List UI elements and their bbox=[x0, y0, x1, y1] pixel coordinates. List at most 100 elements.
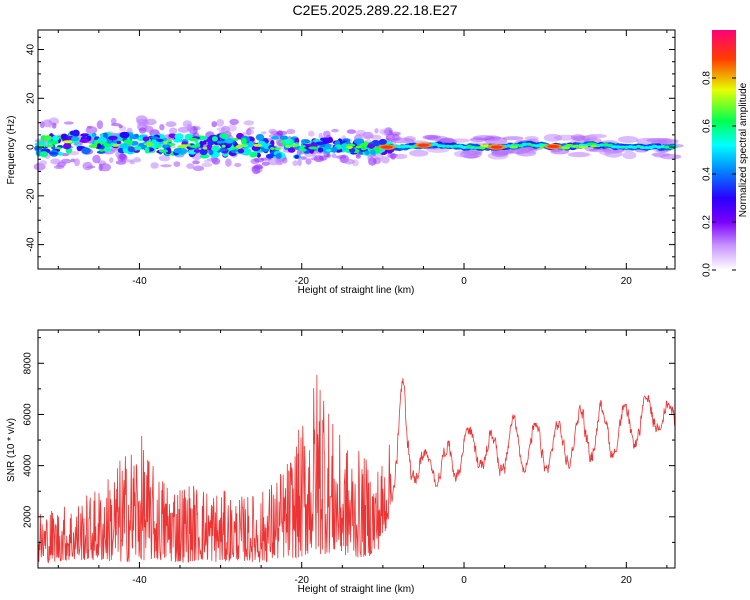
heatmap-band-blob bbox=[216, 140, 226, 144]
heatmap-band-blob bbox=[162, 144, 169, 149]
heatmap-halo-blob bbox=[160, 164, 172, 168]
spectrogram-x-tick-label: -20 bbox=[294, 276, 309, 287]
spectrogram-x-tick-label: 20 bbox=[621, 276, 633, 287]
heatmap-halo-blob bbox=[227, 124, 237, 132]
heatmap-band-blob bbox=[52, 135, 60, 141]
heatmap-hot-spot bbox=[202, 146, 208, 150]
heatmap-band-blob bbox=[206, 144, 213, 151]
spectrogram-x-tick-label: 0 bbox=[461, 276, 467, 287]
heatmap-band-blob bbox=[200, 154, 210, 159]
heatmap-band-blob bbox=[63, 142, 72, 150]
snr-frame bbox=[37, 329, 676, 569]
heatmap-halo-blob bbox=[355, 154, 361, 159]
heatmap-band-blob bbox=[155, 143, 162, 149]
heatmap-band-blob bbox=[108, 135, 118, 141]
spectrogram-y-axis-label: Frequency (Hz) bbox=[6, 116, 17, 185]
heatmap-halo-blob bbox=[297, 158, 302, 167]
heatmap-halo-blob bbox=[48, 123, 53, 128]
heatmap-halo-blob bbox=[234, 162, 242, 168]
colorbar: 0.0 0.2 0.4 0.6 0.8 Normalized spectral ampl… bbox=[702, 30, 749, 277]
heatmap-hot-spot bbox=[274, 147, 281, 151]
heatmap-halo-blob bbox=[543, 133, 562, 142]
heatmap-halo-blob bbox=[393, 153, 408, 159]
heatmap-band-blob bbox=[144, 146, 150, 154]
heatmap-hot-spot bbox=[163, 141, 168, 145]
colorbar-tick-label: 0.4 bbox=[702, 167, 713, 181]
heatmap-hot-spot bbox=[380, 145, 393, 149]
heatmap-halo-blob bbox=[310, 157, 320, 161]
heatmap-band-blob bbox=[188, 138, 199, 142]
heatmap-band-blob bbox=[363, 141, 369, 146]
heatmap-halo-blob bbox=[453, 150, 476, 158]
heatmap-halo-blob bbox=[367, 155, 374, 161]
heatmap-band-blob bbox=[96, 143, 102, 149]
heatmap-halo-blob bbox=[74, 158, 80, 167]
heatmap-hot-spot bbox=[417, 143, 430, 147]
heatmap-halo-blob bbox=[331, 128, 339, 133]
heatmap-halo-blob bbox=[622, 151, 637, 160]
heatmap-band-blob bbox=[91, 132, 97, 137]
heatmap-hot-spot bbox=[284, 144, 291, 148]
heatmap-halo-blob bbox=[305, 158, 312, 165]
heatmap-halo-blob bbox=[261, 161, 270, 166]
colorbar-tick-label: 0.6 bbox=[702, 119, 713, 133]
heatmap-band-blob bbox=[294, 154, 300, 159]
heatmap-hot-spot bbox=[179, 144, 188, 148]
heatmap-halo-blob bbox=[261, 131, 267, 135]
heatmap-halo-blob bbox=[282, 157, 288, 164]
snr-panel: -40 -20 0 20 2000 4000 6000 8000 Height of stra… bbox=[6, 329, 676, 595]
heatmap-band-blob bbox=[322, 138, 330, 145]
colorbar-ticks: 0.0 0.2 0.4 0.6 0.8 bbox=[702, 71, 736, 277]
heatmap-halo-blob bbox=[358, 133, 366, 138]
heatmap-hot-spot bbox=[189, 145, 199, 148]
heatmap-band-blob bbox=[251, 145, 261, 152]
heatmap-halo-blob bbox=[374, 128, 379, 134]
heatmap-band-blob bbox=[265, 153, 274, 159]
heatmap-halo-blob bbox=[409, 149, 429, 157]
heatmap-band-blob bbox=[40, 151, 48, 158]
snr-series-line bbox=[37, 374, 676, 563]
heatmap-band-blob bbox=[116, 140, 122, 145]
heatmap-halo-blob bbox=[343, 158, 355, 165]
heatmap-band-blob bbox=[311, 143, 318, 148]
heatmap-band-blob bbox=[255, 133, 265, 141]
snr-x-tick-label: 20 bbox=[621, 575, 633, 586]
heatmap-band-blob bbox=[50, 139, 59, 145]
heatmap-halo-blob bbox=[524, 136, 539, 141]
heatmap-band-blob bbox=[200, 136, 208, 141]
spectrogram-y-tick-label: 20 bbox=[26, 92, 37, 104]
spectrogram-heatmap bbox=[33, 115, 685, 175]
heatmap-halo-blob bbox=[652, 153, 667, 158]
heatmap-band-blob bbox=[284, 138, 291, 144]
heatmap-halo-blob bbox=[292, 160, 299, 167]
heatmap-band-blob bbox=[324, 143, 331, 150]
spectrogram-x-tick-label: -40 bbox=[132, 276, 147, 287]
heatmap-halo-blob bbox=[129, 160, 135, 165]
heatmap-band-blob bbox=[43, 135, 53, 142]
heatmap-halo-blob bbox=[225, 158, 232, 167]
heatmap-band-blob bbox=[142, 136, 150, 142]
heatmap-halo-blob bbox=[119, 153, 126, 161]
snr-x-tick-label: 0 bbox=[461, 575, 467, 586]
heatmap-halo-blob bbox=[216, 119, 225, 127]
heatmap-hot-spot bbox=[290, 143, 300, 147]
heatmap-halo-blob bbox=[177, 126, 190, 133]
heatmap-halo-blob bbox=[192, 165, 205, 172]
heatmap-band-blob bbox=[237, 148, 245, 154]
heatmap-halo-blob bbox=[115, 160, 127, 165]
spectrogram-x-axis-label: Height of straight line (km) bbox=[298, 285, 415, 296]
heatmap-halo-blob bbox=[109, 157, 114, 164]
heatmap-halo-blob bbox=[229, 118, 239, 125]
heatmap-band-blob bbox=[88, 144, 98, 149]
heatmap-hot-spot bbox=[112, 143, 120, 147]
heatmap-hot-spot bbox=[148, 143, 155, 147]
heatmap-halo-blob bbox=[331, 153, 337, 159]
heatmap-band-blob bbox=[199, 148, 208, 156]
figure-title: C2E5.2025.289.22.18.E27 bbox=[292, 2, 458, 18]
heatmap-band-blob bbox=[168, 133, 177, 139]
heatmap-hot-spot bbox=[590, 144, 598, 148]
heatmap-band-blob bbox=[245, 151, 253, 155]
heatmap-band-blob bbox=[71, 136, 80, 142]
heatmap-halo-blob bbox=[346, 129, 357, 134]
